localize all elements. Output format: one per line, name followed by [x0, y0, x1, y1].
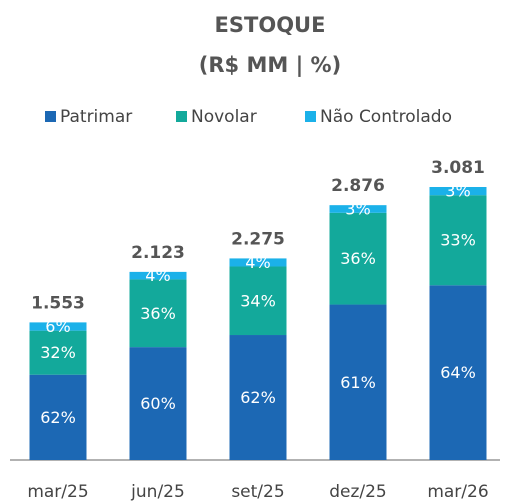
segment-label: 32%: [40, 343, 76, 362]
bar-segment: [229, 258, 287, 267]
legend-swatch: [176, 111, 187, 122]
chart-title: ESTOQUE: [215, 13, 326, 37]
segment-label: 62%: [40, 408, 76, 427]
segment-label: 33%: [440, 231, 476, 250]
bar-segment: [29, 374, 87, 460]
total-label: 2.123: [131, 243, 185, 263]
bar-segment: [229, 335, 287, 460]
bar-segment: [29, 330, 87, 375]
total-label: 1.553: [31, 293, 85, 313]
legend-label: Patrimar: [60, 107, 132, 127]
legend-label: Novolar: [191, 107, 257, 127]
segment-label: 6%: [45, 317, 70, 336]
total-label: 2.876: [331, 176, 385, 196]
x-tick-label: dez/25: [329, 482, 387, 502]
bar-segment: [329, 205, 387, 213]
segment-label: 36%: [340, 249, 376, 268]
segment-label: 34%: [240, 291, 276, 310]
bar-segment: [329, 304, 387, 460]
total-label: 2.275: [231, 229, 285, 249]
bar-segment: [429, 285, 487, 460]
legend-label: Não Controlado: [320, 107, 452, 127]
segment-label: 4%: [145, 266, 170, 285]
x-tick-label: mar/25: [27, 482, 88, 502]
bar-segment: [129, 271, 187, 280]
x-tick-label: jun/25: [130, 482, 185, 502]
total-label: 3.081: [431, 158, 485, 178]
bar-segment: [229, 266, 287, 336]
segment-label: 60%: [140, 394, 176, 413]
x-tick-label: mar/26: [427, 482, 488, 502]
segment-label: 61%: [340, 373, 376, 392]
legend-swatch: [45, 111, 56, 122]
segment-label: 62%: [240, 388, 276, 407]
bar-segment: [129, 347, 187, 460]
bar-segment: [329, 212, 387, 305]
bar-segment: [29, 322, 87, 331]
bar-segment: [429, 187, 487, 196]
segment-label: 3%: [445, 182, 470, 201]
bar-segment: [129, 279, 187, 348]
segment-label: 4%: [245, 253, 270, 272]
bar-segment: [429, 195, 487, 286]
segment-label: 36%: [140, 304, 176, 323]
segment-label: 3%: [345, 199, 370, 218]
x-tick-label: set/25: [231, 482, 284, 502]
legend-swatch: [305, 111, 316, 122]
segment-label: 64%: [440, 363, 476, 382]
chart-subtitle: (R$ MM | %): [199, 53, 341, 78]
